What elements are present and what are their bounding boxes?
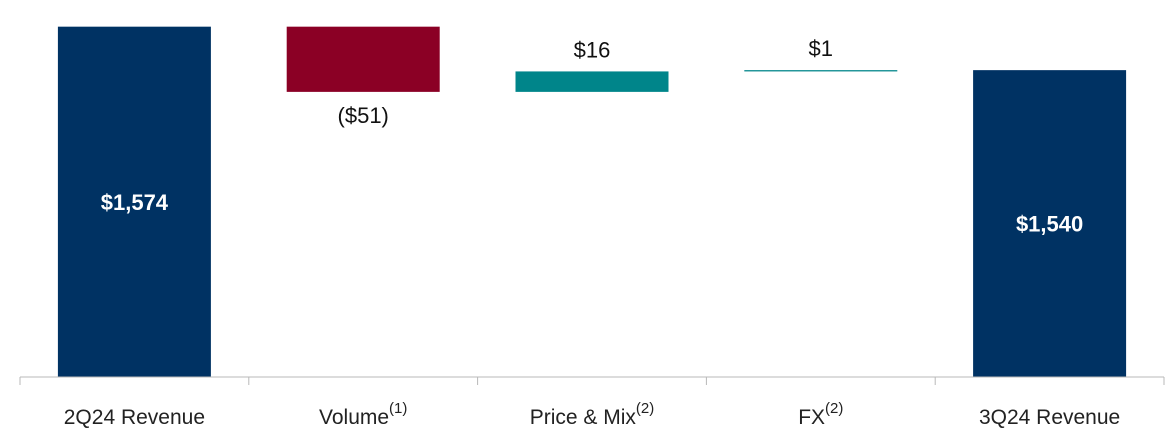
category-label: 3Q24 Revenue: [979, 406, 1120, 429]
waterfall-bar: [973, 70, 1127, 378]
value-labels-layer: $1,574 ($51) $16 $1 $1,540: [101, 36, 1083, 236]
waterfall-bar: [286, 26, 440, 92]
bar-value-label: $16: [574, 37, 611, 62]
x-axis-ticks: [19, 377, 1165, 385]
category-label: Volume(1): [319, 400, 407, 429]
bar-value-label: $1,574: [101, 190, 169, 215]
category-label: 2Q24 Revenue: [64, 406, 205, 429]
waterfall-bar: [744, 70, 898, 72]
category-label: Price & Mix(2): [530, 400, 655, 429]
bars-layer: [57, 26, 1127, 378]
bar-value-label: ($51): [338, 103, 389, 128]
category-labels-layer: 2Q24 Revenue Volume(1) Price & Mix(2) FX(2)…: [64, 400, 1120, 429]
waterfall-bar: [57, 26, 211, 378]
waterfall-bar: [515, 71, 669, 92]
bar-value-label: $1: [809, 36, 833, 61]
bar-value-label: $1,540: [1016, 212, 1083, 237]
category-label: FX(2): [798, 400, 843, 429]
